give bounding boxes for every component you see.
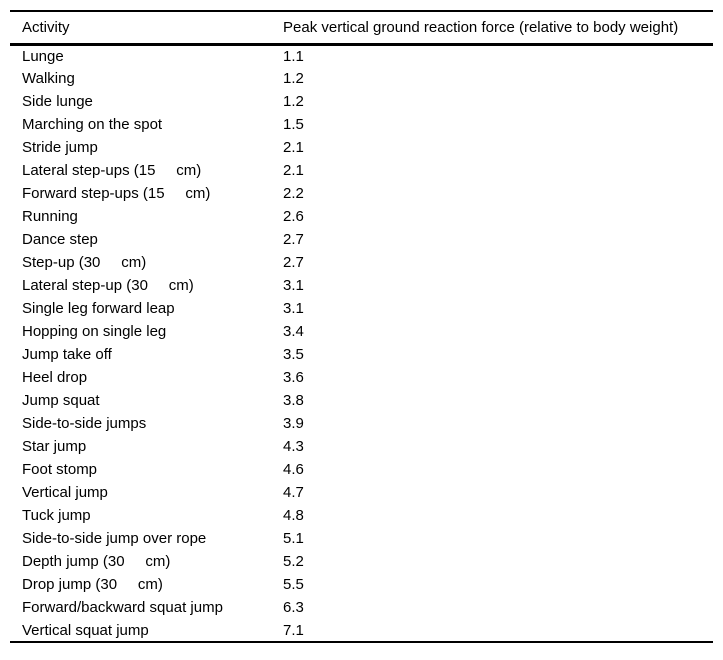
force-value-cell: 1.2	[283, 93, 304, 110]
table-row: Foot stomp 4.6	[10, 458, 713, 481]
force-value-cell: 3.1	[283, 300, 304, 317]
force-value-cell: 4.7	[283, 484, 304, 501]
activity-cell: Vertical jump	[22, 484, 108, 501]
force-value-cell: 6.3	[283, 599, 304, 616]
force-value-cell: 5.2	[283, 553, 304, 570]
activity-cell: Forward/backward squat jump	[22, 599, 223, 616]
force-value-cell: 1.1	[283, 47, 304, 65]
force-value-cell: 3.4	[283, 323, 304, 340]
table-body: Lunge 1.1 Walking 1.2 Side lunge 1.2 Mar…	[10, 44, 713, 642]
table-row: Lateral step-ups (15 cm) 2.1	[10, 159, 713, 182]
activity-cell: Running	[22, 208, 78, 225]
table-row: Forward step-ups (15 cm) 2.2	[10, 182, 713, 205]
force-value-cell: 2.2	[283, 185, 304, 202]
column-header-peak-force: Peak vertical ground reaction force (rel…	[283, 10, 713, 46]
table-row: Running 2.6	[10, 205, 713, 228]
activity-cell: Foot stomp	[22, 461, 98, 478]
force-value-cell: 2.1	[283, 139, 304, 156]
activity-cell: Forward step-ups (15 cm)	[22, 185, 211, 202]
table-row: Heel drop 3.6	[10, 366, 713, 389]
force-value-cell: 2.1	[283, 162, 304, 179]
force-value-cell: 1.2	[283, 70, 304, 87]
table-header: Activity Peak vertical ground reaction f…	[10, 10, 713, 46]
activity-cell: Hopping on single leg	[22, 323, 167, 340]
force-value-cell: 3.5	[283, 346, 304, 363]
table-row: Depth jump (30 cm) 5.2	[10, 550, 713, 573]
force-value-cell: 1.5	[283, 116, 304, 133]
force-value-cell: 4.3	[283, 438, 304, 455]
activity-cell: Dance step	[22, 231, 98, 248]
force-value-cell: 4.6	[283, 461, 304, 478]
force-value-cell: 3.6	[283, 369, 304, 386]
table-row: Drop jump (30 cm) 5.5	[10, 573, 713, 596]
activity-cell: Vertical squat jump	[22, 621, 149, 639]
activity-cell: Marching on the spot	[22, 116, 163, 133]
activity-cell: Drop jump (30 cm)	[22, 576, 163, 593]
activity-cell: Side-to-side jumps	[22, 415, 147, 432]
activity-cell: Lateral step-ups (15 cm)	[22, 162, 202, 179]
activity-cell: Side-to-side jump over rope	[22, 530, 207, 547]
activity-cell: Single leg forward leap	[22, 300, 175, 317]
activity-cell: Side lunge	[22, 93, 93, 110]
force-value-cell: 3.8	[283, 392, 304, 409]
table-row: Forward/backward squat jump 6.3	[10, 596, 713, 619]
force-value-cell: 2.7	[283, 231, 304, 248]
activity-cell: Jump squat	[22, 392, 100, 409]
table-row: Step-up (30 cm) 2.7	[10, 251, 713, 274]
table-row: Lateral step-up (30 cm) 3.1	[10, 274, 713, 297]
table-row: Star jump 4.3	[10, 435, 713, 458]
table-row: Walking 1.2	[10, 67, 713, 90]
force-value-cell: 2.6	[283, 208, 304, 225]
table-row: Vertical squat jump 7.1	[10, 619, 713, 642]
table-row: Jump squat 3.8	[10, 389, 713, 412]
table-row: Single leg forward leap 3.1	[10, 297, 713, 320]
table-row: Hopping on single leg 3.4	[10, 320, 713, 343]
table-row: Vertical jump 4.7	[10, 481, 713, 504]
table-row: Side-to-side jumps 3.9	[10, 412, 713, 435]
activity-cell: Star jump	[22, 438, 87, 455]
activity-cell: Stride jump	[22, 139, 98, 156]
table-row: Stride jump 2.1	[10, 136, 713, 159]
table-row: Dance step 2.7	[10, 228, 713, 251]
activity-cell: Lunge	[22, 47, 64, 65]
activity-cell: Walking	[22, 70, 75, 87]
activity-cell: Lateral step-up (30 cm)	[22, 277, 194, 294]
force-value-cell: 3.1	[283, 277, 304, 294]
activity-cell: Depth jump (30 cm)	[22, 553, 171, 570]
force-value-cell: 5.5	[283, 576, 304, 593]
activity-cell: Tuck jump	[22, 507, 91, 524]
force-value-cell: 5.1	[283, 530, 304, 547]
column-header-activity: Activity	[10, 10, 283, 46]
table-row: Lunge 1.1	[10, 44, 713, 67]
table-row: Marching on the spot 1.5	[10, 113, 713, 136]
activity-cell: Jump take off	[22, 346, 112, 363]
force-value-cell: 3.9	[283, 415, 304, 432]
force-value-cell: 7.1	[283, 621, 304, 639]
table-row: Side-to-side jump over rope 5.1	[10, 527, 713, 550]
force-value-cell: 4.8	[283, 507, 304, 524]
force-value-cell: 2.7	[283, 254, 304, 271]
table-row: Tuck jump 4.8	[10, 504, 713, 527]
table-row: Jump take off 3.5	[10, 343, 713, 366]
table-row: Side lunge 1.2	[10, 90, 713, 113]
ground-reaction-force-table: Activity Peak vertical ground reaction f…	[10, 10, 713, 643]
table-header-row: Activity Peak vertical ground reaction f…	[10, 10, 713, 46]
activity-cell: Heel drop	[22, 369, 88, 386]
activity-cell: Step-up (30 cm)	[22, 254, 147, 271]
